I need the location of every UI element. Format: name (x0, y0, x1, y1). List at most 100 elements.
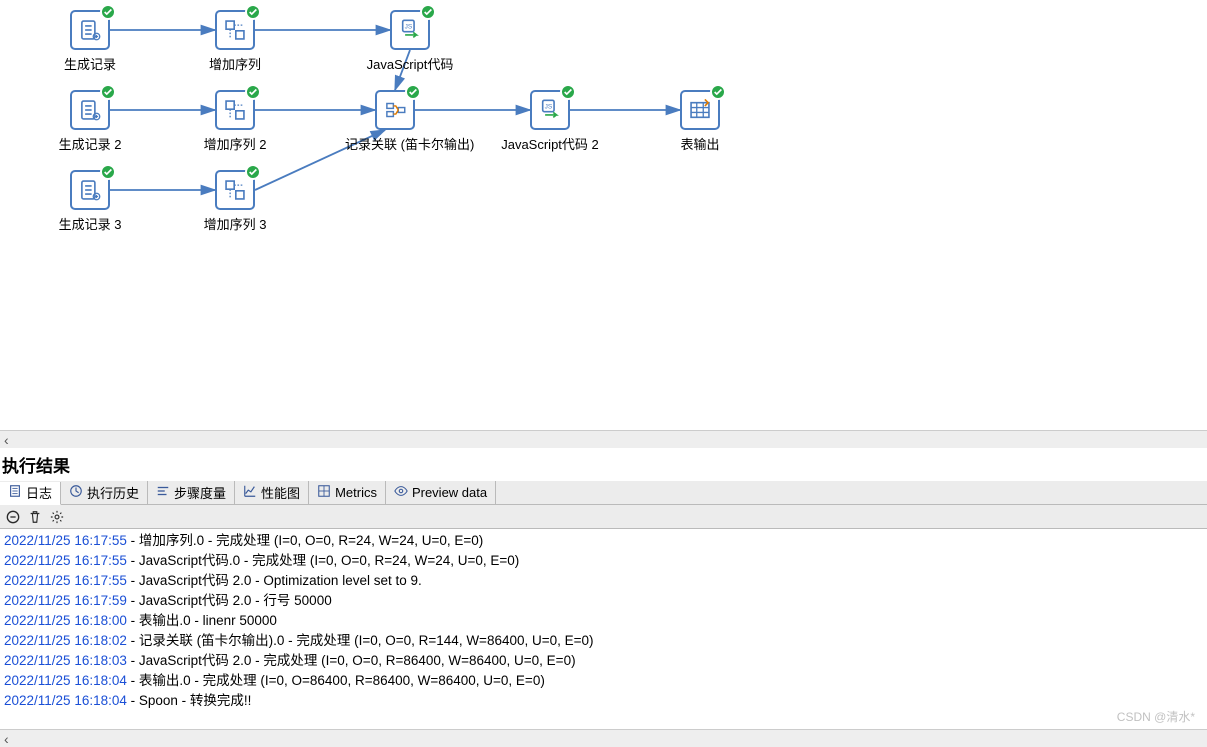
log-message: JavaScript代码.0 - 完成处理 (I=0, O=0, R=24, W… (139, 553, 519, 568)
panel-separator-bottom (0, 729, 1207, 747)
node-box[interactable] (70, 170, 110, 210)
tab-label: Metrics (335, 485, 377, 500)
log-sep: - (127, 613, 139, 628)
doc-icon (8, 484, 22, 501)
status-ok-icon (100, 84, 116, 100)
tab-label: 日志 (26, 483, 52, 502)
workflow-node[interactable]: JS JavaScript代码 (360, 10, 460, 73)
node-label: 记录关联 (笛卡尔输出) (345, 134, 445, 153)
log-message: JavaScript代码 2.0 - Optimization level se… (139, 573, 422, 588)
svg-text:JS: JS (405, 23, 413, 30)
log-timestamp: 2022/11/25 16:18:04 (4, 673, 127, 688)
workflow-node[interactable]: 增加序列 2 (185, 90, 285, 153)
log-line: 2022/11/25 16:18:04 - 表输出.0 - 完成处理 (I=0,… (4, 671, 1203, 691)
tab-log[interactable]: 日志 (0, 482, 61, 505)
log-message: 增加序列.0 - 完成处理 (I=0, O=0, R=24, W=24, U=0… (139, 533, 483, 548)
log-timestamp: 2022/11/25 16:18:00 (4, 613, 127, 628)
status-ok-icon (245, 84, 261, 100)
node-box[interactable] (70, 10, 110, 50)
eye-icon (394, 484, 408, 501)
log-sep: - (127, 673, 139, 688)
node-label: 生成记录 3 (40, 214, 140, 233)
log-timestamp: 2022/11/25 16:18:03 (4, 653, 127, 668)
log-timestamp: 2022/11/25 16:17:55 (4, 553, 127, 568)
log-message: 表输出.0 - linenr 50000 (139, 613, 277, 628)
node-label: 增加序列 2 (185, 134, 285, 153)
node-box[interactable] (215, 10, 255, 50)
workflow-node[interactable]: 生成记录 2 (40, 90, 140, 153)
tab-label: Preview data (412, 485, 487, 500)
log-line: 2022/11/25 16:17:55 - JavaScript代码.0 - 完… (4, 551, 1203, 571)
log-output: 2022/11/25 16:17:55 - 增加序列.0 - 完成处理 (I=0… (0, 529, 1207, 713)
log-sep: - (127, 633, 139, 648)
log-timestamp: 2022/11/25 16:17:55 (4, 533, 127, 548)
log-line: 2022/11/25 16:18:00 - 表输出.0 - linenr 500… (4, 611, 1203, 631)
tab-perf[interactable]: 性能图 (235, 481, 309, 504)
log-toolbar (0, 505, 1207, 529)
log-sep: - (127, 553, 139, 568)
tab-metrics[interactable]: 步骤度量 (148, 481, 235, 504)
log-message: Spoon - 转换完成!! (139, 693, 252, 708)
tab-preview[interactable]: Preview data (386, 481, 496, 504)
status-ok-icon (420, 4, 436, 20)
workflow-node[interactable]: JS JavaScript代码 2 (500, 90, 600, 153)
node-box[interactable] (215, 170, 255, 210)
workflow-node[interactable]: 生成记录 3 (40, 170, 140, 233)
tab-label: 步骤度量 (174, 483, 226, 502)
status-ok-icon (560, 84, 576, 100)
node-label: 表输出 (650, 134, 750, 153)
node-box[interactable] (680, 90, 720, 130)
results-title: 执行结果 (0, 448, 1207, 481)
log-message: JavaScript代码 2.0 - 行号 50000 (139, 593, 332, 608)
log-line: 2022/11/25 16:18:03 - JavaScript代码 2.0 -… (4, 651, 1203, 671)
status-ok-icon (245, 4, 261, 20)
stop-icon[interactable] (6, 510, 20, 524)
node-label: JavaScript代码 (360, 54, 460, 73)
node-box[interactable]: JS (390, 10, 430, 50)
status-ok-icon (245, 164, 261, 180)
log-sep: - (127, 573, 139, 588)
node-label: JavaScript代码 2 (500, 134, 600, 153)
tab-metrics2[interactable]: Metrics (309, 481, 386, 504)
workflow-node[interactable]: 增加序列 (185, 10, 285, 73)
log-timestamp: 2022/11/25 16:18:04 (4, 693, 127, 708)
status-ok-icon (710, 84, 726, 100)
node-label: 增加序列 (185, 54, 285, 73)
node-box[interactable] (215, 90, 255, 130)
log-sep: - (127, 653, 139, 668)
log-line: 2022/11/25 16:17:55 - JavaScript代码 2.0 -… (4, 571, 1203, 591)
panel-separator-top (0, 430, 1207, 448)
workflow-node[interactable]: 记录关联 (笛卡尔输出) (345, 90, 445, 153)
workflow-canvas[interactable]: 生成记录 增加序列 JS JavaScript代码 生成记录 2 (0, 0, 1207, 430)
gear-icon[interactable] (50, 510, 64, 524)
log-line: 2022/11/25 16:17:55 - 增加序列.0 - 完成处理 (I=0… (4, 531, 1203, 551)
status-ok-icon (100, 164, 116, 180)
tab-label: 执行历史 (87, 483, 139, 502)
node-box[interactable] (375, 90, 415, 130)
log-sep: - (127, 593, 139, 608)
results-tabbar: 日志 执行历史 步骤度量性能图 Metrics Preview data (0, 481, 1207, 505)
node-box[interactable] (70, 90, 110, 130)
workflow-node[interactable]: 生成记录 (40, 10, 140, 73)
log-timestamp: 2022/11/25 16:17:55 (4, 573, 127, 588)
log-timestamp: 2022/11/25 16:17:59 (4, 593, 127, 608)
clock-icon (69, 484, 83, 501)
chart-icon (243, 484, 257, 501)
node-label: 生成记录 2 (40, 134, 140, 153)
log-timestamp: 2022/11/25 16:18:02 (4, 633, 127, 648)
log-message: 记录关联 (笛卡尔输出).0 - 完成处理 (I=0, O=0, R=144, … (139, 633, 594, 648)
status-ok-icon (100, 4, 116, 20)
workflow-node[interactable]: 表输出 (650, 90, 750, 153)
tab-history[interactable]: 执行历史 (61, 481, 148, 504)
node-box[interactable]: JS (530, 90, 570, 130)
node-label: 增加序列 3 (185, 214, 285, 233)
log-message: 表输出.0 - 完成处理 (I=0, O=86400, R=86400, W=8… (139, 673, 545, 688)
svg-text:JS: JS (545, 103, 553, 110)
grid-icon (317, 484, 331, 501)
log-line: 2022/11/25 16:18:04 - Spoon - 转换完成!! (4, 691, 1203, 711)
edge-layer (0, 0, 1207, 430)
trash-icon[interactable] (28, 510, 42, 524)
workflow-node[interactable]: 增加序列 3 (185, 170, 285, 233)
log-sep: - (127, 533, 139, 548)
bars-icon (156, 484, 170, 501)
